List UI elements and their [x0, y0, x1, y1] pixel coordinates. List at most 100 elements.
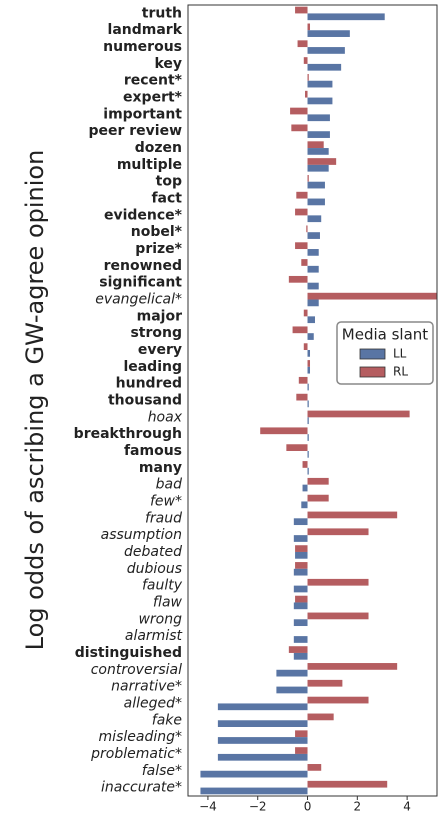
category-label: bad — [156, 477, 182, 493]
bar — [307, 494, 329, 502]
category-label: recent* — [124, 73, 183, 89]
category-label: inaccurate* — [101, 780, 182, 796]
category-label: fake — [152, 712, 182, 728]
category-label: evangelical* — [95, 292, 182, 308]
legend: Media slant LL RL — [336, 321, 434, 385]
category-label: thousand — [108, 393, 182, 409]
category-label: famous — [124, 443, 182, 459]
bar — [307, 477, 329, 485]
legend-swatch — [359, 366, 386, 378]
bar — [288, 646, 308, 653]
bar — [307, 417, 309, 425]
category-label: landmark — [108, 22, 183, 38]
bar — [307, 181, 325, 189]
bar — [303, 57, 308, 64]
bar — [307, 215, 322, 223]
legend-label: RL — [393, 365, 408, 379]
x-tick-label: 0 — [304, 800, 312, 812]
bar — [293, 585, 308, 593]
category-label: fact — [151, 191, 182, 207]
bar — [307, 141, 324, 149]
category-label: prize* — [135, 241, 182, 257]
bar — [307, 316, 315, 324]
bar — [307, 97, 333, 105]
bar — [295, 551, 308, 559]
bar — [302, 461, 308, 468]
category-label: numerous — [103, 39, 182, 55]
bar — [307, 299, 319, 307]
x-tick-label: 2 — [353, 800, 361, 812]
category-label: truth — [142, 5, 182, 21]
x-tick-label: −2 — [249, 800, 267, 812]
bar — [307, 663, 398, 670]
category-label: evidence* — [104, 207, 183, 223]
x-tick-label: −4 — [199, 800, 217, 812]
bar — [303, 343, 308, 351]
bar — [307, 679, 343, 687]
category-label: many — [139, 460, 182, 476]
bar — [307, 74, 309, 81]
category-label: hoax — [148, 409, 183, 425]
bar — [307, 131, 330, 138]
category-label: false* — [142, 763, 182, 779]
bar — [295, 595, 308, 603]
bar — [303, 309, 308, 317]
bar — [307, 780, 388, 788]
bar — [200, 770, 308, 778]
bar — [307, 232, 320, 239]
category-label: dozen — [135, 140, 182, 156]
legend-swatch — [359, 348, 386, 360]
bar — [288, 275, 308, 283]
bar — [307, 63, 342, 71]
bar — [307, 467, 309, 475]
bar — [276, 669, 308, 677]
bar — [307, 434, 309, 441]
category-label: wrong — [138, 611, 182, 627]
bar — [295, 6, 308, 14]
category-label: expert* — [123, 90, 183, 106]
bar — [307, 360, 311, 367]
category-label: faulty — [142, 578, 183, 594]
bar — [295, 562, 308, 569]
category-label: key — [154, 56, 182, 72]
bar — [217, 720, 308, 727]
bar — [307, 696, 369, 704]
bar — [217, 737, 308, 744]
category-label: peer review — [88, 123, 182, 139]
category-label: renowned — [104, 258, 182, 274]
bar — [293, 602, 308, 610]
bar — [307, 410, 410, 418]
x-tick-label: 4 — [403, 800, 411, 812]
bar — [307, 450, 309, 458]
category-label: few* — [150, 493, 182, 509]
bar — [291, 124, 308, 132]
category-label: narrative* — [111, 679, 182, 695]
category-label: multiple — [117, 157, 182, 173]
bar — [295, 545, 308, 552]
y-axis-label: Log odds of ascribing a GW-agree opinion — [21, 150, 49, 651]
bar — [301, 259, 308, 266]
category-label: major — [137, 308, 182, 324]
bar — [301, 501, 308, 509]
bar — [200, 787, 308, 795]
bar — [307, 282, 319, 290]
bar — [307, 612, 369, 620]
bar — [292, 326, 308, 334]
bar — [307, 80, 333, 88]
category-label: assumption — [101, 527, 182, 543]
bar — [295, 242, 308, 250]
bar — [307, 13, 385, 21]
bar — [293, 619, 308, 627]
category-label: flaw — [153, 594, 183, 610]
bar — [307, 30, 350, 37]
bar — [307, 528, 369, 536]
category-label: problematic* — [90, 746, 182, 762]
bar — [293, 652, 308, 660]
bar — [306, 225, 308, 233]
bar — [302, 484, 308, 492]
bar — [260, 427, 308, 435]
bar — [305, 90, 308, 98]
bar — [276, 686, 308, 694]
bar — [307, 292, 437, 300]
